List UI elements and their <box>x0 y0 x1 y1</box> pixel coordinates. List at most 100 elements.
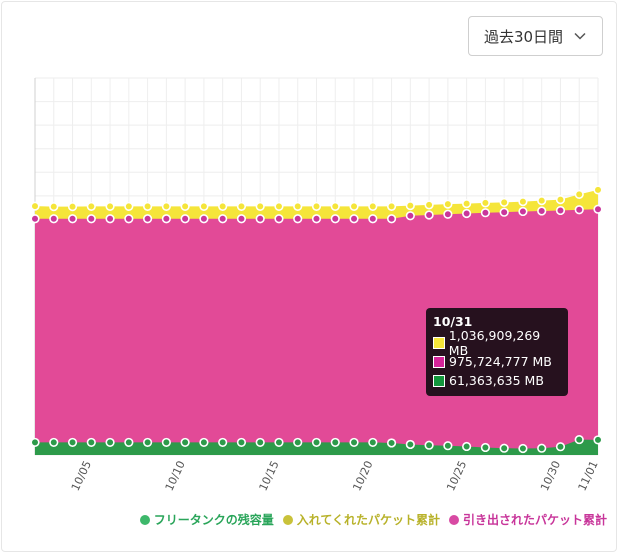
point-outflow <box>480 208 491 218</box>
tooltip-swatch <box>433 336 445 349</box>
point-remaining <box>86 437 96 448</box>
legend-label: 引き出されたパケット累計 <box>462 513 607 527</box>
point-inflow <box>236 201 247 212</box>
point-outflow <box>593 204 603 214</box>
x-tick-label: 10/25 <box>444 459 469 493</box>
x-tick-label: 10/05 <box>69 459 94 493</box>
point-inflow <box>67 202 78 212</box>
point-inflow <box>424 200 434 210</box>
point-remaining <box>593 435 603 445</box>
x-tick-label: 10/20 <box>350 459 375 493</box>
legend-label: 入れてくれたパケット累計 <box>296 513 440 527</box>
tooltip-row-remaining: 61,363,635 MB <box>433 371 561 390</box>
point-outflow <box>255 214 265 224</box>
point-outflow <box>499 207 509 217</box>
legend-item-remaining[interactable]: フリータンクの残容量 <box>139 511 274 528</box>
point-inflow <box>386 201 397 212</box>
x-axis-ticks: 10/05 10/10 10/15 10/20 10/25 10/30 11/01 <box>69 459 601 493</box>
tooltip-value: 1,036,909,269 MB <box>448 327 541 358</box>
point-outflow <box>537 206 547 216</box>
point-inflow <box>86 201 96 212</box>
legend-dot <box>282 514 293 525</box>
legend-dot <box>448 514 459 525</box>
point-outflow <box>574 205 584 215</box>
x-tick-label: 10/10 <box>163 459 188 493</box>
point-remaining <box>161 437 171 448</box>
point-inflow <box>593 185 603 195</box>
x-tick-label: 10/15 <box>257 459 282 493</box>
tooltip-date: 10/31 <box>433 314 473 329</box>
point-inflow <box>368 201 378 212</box>
chart-points <box>30 185 603 454</box>
point-inflow <box>199 201 209 212</box>
point-inflow <box>274 201 284 212</box>
point-remaining <box>499 443 509 453</box>
point-remaining <box>537 443 547 453</box>
point-inflow <box>161 201 171 212</box>
tooltip-row-inflow: 1,036,909,269 MB <box>433 328 561 358</box>
point-outflow <box>330 214 340 224</box>
point-inflow <box>218 201 228 212</box>
point-remaining <box>349 437 359 448</box>
tooltip-value: 975,724,777 MB <box>449 354 552 369</box>
legend-item-outflow[interactable]: 引き出されたパケット累計 <box>448 511 607 528</box>
point-remaining <box>555 442 566 452</box>
point-outflow <box>349 214 359 224</box>
point-inflow <box>499 197 509 208</box>
point-remaining <box>274 437 284 448</box>
point-remaining <box>574 434 584 445</box>
point-remaining <box>368 437 378 448</box>
point-outflow <box>518 206 528 217</box>
point-remaining <box>443 441 453 451</box>
date-range-select[interactable]: 過去30日間 <box>468 16 603 56</box>
point-outflow <box>161 214 171 224</box>
point-remaining <box>386 438 397 448</box>
point-outflow <box>67 214 78 224</box>
point-inflow <box>255 201 265 212</box>
tooltip-swatch <box>433 374 445 387</box>
x-tick-label: 10/30 <box>538 459 563 493</box>
point-outflow <box>443 209 453 219</box>
point-remaining <box>405 439 415 450</box>
point-remaining <box>143 437 153 448</box>
point-remaining <box>105 437 115 448</box>
point-outflow <box>274 214 284 224</box>
tooltip-value: 61,363,635 MB <box>449 373 544 388</box>
point-outflow <box>368 214 378 224</box>
point-outflow <box>143 214 153 224</box>
point-inflow <box>311 201 322 212</box>
point-inflow <box>537 196 547 206</box>
point-inflow <box>143 201 153 212</box>
point-outflow <box>30 214 40 224</box>
tooltip-row-outflow: 975,724,777 MB <box>433 352 561 371</box>
point-inflow <box>30 201 40 211</box>
point-inflow <box>462 199 472 209</box>
legend-dot <box>139 514 150 525</box>
point-remaining <box>124 437 134 448</box>
point-inflow <box>480 198 491 208</box>
point-inflow <box>124 201 134 212</box>
point-outflow <box>105 214 115 224</box>
point-inflow <box>180 201 190 212</box>
point-remaining <box>293 437 303 448</box>
point-remaining <box>311 437 322 448</box>
point-remaining <box>330 437 340 448</box>
point-outflow <box>218 214 228 224</box>
chart-tooltip: 10/31 1,036,909,269 MB 975,724,777 MB 61… <box>426 308 568 396</box>
point-remaining <box>30 437 40 448</box>
point-remaining <box>67 437 78 448</box>
point-remaining <box>424 440 434 450</box>
point-outflow <box>49 214 59 224</box>
point-outflow <box>86 214 96 224</box>
point-outflow <box>462 208 472 219</box>
point-remaining <box>49 437 59 448</box>
point-outflow <box>311 214 322 224</box>
point-inflow <box>518 197 528 207</box>
point-outflow <box>555 205 566 216</box>
point-remaining <box>518 443 528 454</box>
point-remaining <box>462 441 472 452</box>
legend-item-inflow[interactable]: 入れてくれたパケット累計 <box>282 511 440 528</box>
point-outflow <box>236 214 247 224</box>
point-remaining <box>218 437 228 448</box>
